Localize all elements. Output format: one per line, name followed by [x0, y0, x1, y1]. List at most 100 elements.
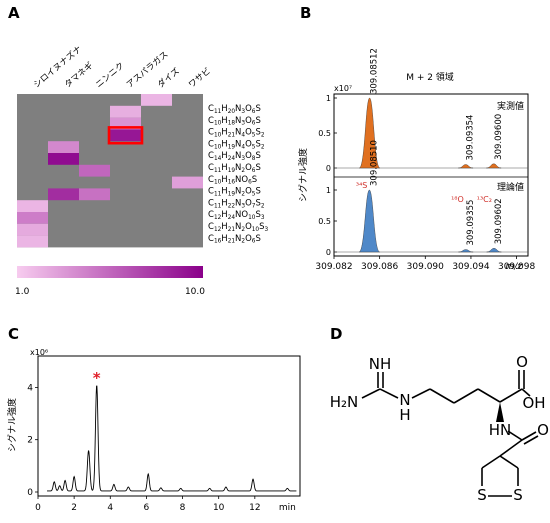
row-formula-label: C10H16NO6S — [208, 175, 257, 186]
atom-o-amide: O — [537, 421, 549, 439]
y-tick-label: 1 — [326, 186, 331, 195]
heatmap-cell — [110, 129, 141, 142]
measured-peak — [458, 164, 474, 169]
heatmap-cell — [172, 176, 203, 189]
chromatogram-frame — [37, 355, 301, 497]
theoretical-label: 理論値 — [497, 181, 524, 193]
row-formula-label: C12H24NO10S3 — [208, 210, 265, 221]
y-axis-label: シグナル強度 — [6, 398, 18, 452]
x-tick-label: 8 — [180, 503, 186, 513]
row-formula-label: C11H19N2O6S — [208, 163, 261, 174]
atom-s-right: S — [513, 486, 523, 504]
heatmap-cell — [79, 164, 110, 177]
heatmap-highlight-box — [107, 126, 144, 145]
x-tick-label: 309.094 — [452, 262, 489, 272]
panel-c-letter: C — [8, 325, 19, 343]
x-tick-label: 4 — [107, 503, 113, 513]
colorbar-min-label: 1.0 — [15, 287, 30, 297]
atom-hn-amide: HN — [489, 421, 512, 439]
y-tick-label: 0 — [27, 488, 33, 498]
heatmap-cell — [141, 94, 172, 106]
measured-peak — [359, 97, 381, 169]
heatmap-cell — [17, 212, 48, 224]
panel-b-letter: B — [300, 4, 311, 22]
peak-mz-label: 309.09355 — [466, 200, 476, 246]
row-formula-label: C16H21N2O6S — [208, 234, 261, 245]
heatmap-cell — [17, 200, 48, 212]
y-tick-label: 2 — [27, 436, 33, 446]
heatmap-cell — [17, 235, 48, 248]
atom-h: H — [399, 406, 410, 424]
colorbar — [17, 266, 203, 278]
atom-oh: OH — [522, 394, 545, 412]
x-tick-label: 0 — [35, 503, 41, 513]
column-label: ダイズ — [155, 65, 182, 90]
chromatogram-trace — [47, 385, 297, 492]
peak-mz-label: 309.09602 — [494, 198, 504, 244]
x-tick-label: 10 — [213, 503, 225, 513]
y-tick-label: 0.5 — [318, 129, 331, 138]
peak-mz-label: 309.09600 — [494, 114, 504, 160]
theoretical-peak — [458, 249, 474, 253]
panel-c-chromatogram: x10⁶ シグナル強度 0 2 4 0 2 4 6 8 10 12 min * — [6, 348, 301, 513]
isotope-label: ³⁴S — [356, 181, 368, 190]
x-tick-label: 6 — [144, 503, 150, 513]
peak-mz-label: 309.08510 — [369, 140, 379, 186]
atom-s-left: S — [477, 486, 487, 504]
y-tick-label: 1 — [326, 94, 331, 103]
row-formula-label: C11H19N2O5S — [208, 187, 261, 198]
y-exponent: x10⁶ — [30, 348, 48, 357]
row-formula-label: C10H18N3O6S — [208, 116, 261, 127]
column-label: ワサビ — [187, 66, 213, 90]
measured-peak — [486, 163, 502, 169]
peak-star-marker: * — [93, 369, 101, 387]
x-tick-label: 2 — [71, 503, 77, 513]
y-tick-label: 0 — [326, 164, 331, 173]
row-formula-label: C12H21N2O10S3 — [208, 222, 269, 233]
measured-label: 実測値 — [497, 100, 524, 112]
colorbar-max-label: 10.0 — [185, 287, 205, 297]
x-tick-label: 12 — [249, 503, 260, 513]
structure-bonds — [361, 370, 539, 497]
atom-h2n: H₂N — [330, 393, 359, 411]
x-tick-label: 309.098 — [498, 262, 535, 272]
panel-d-letter: D — [330, 325, 342, 343]
theoretical-peak — [486, 248, 502, 253]
panel-d-structure: NH H₂N N H O OH HN O S S — [330, 353, 549, 504]
y-tick-label: 0 — [326, 248, 331, 257]
atom-nh-imine: NH — [369, 355, 392, 373]
x-tick-label: 309.086 — [361, 262, 398, 272]
y-tick-label: 4 — [27, 383, 33, 393]
row-formula-label: C10H21N4O5S2 — [208, 128, 265, 139]
row-formula-label: C11H22N3O7S2 — [208, 198, 265, 209]
row-formula-label: C11H20N3O6S — [208, 104, 261, 115]
heatmap-cell — [48, 188, 79, 201]
isotope-label: ¹³C₂ — [477, 195, 492, 204]
theoretical-peak — [358, 189, 380, 253]
spectrum-frame — [333, 93, 529, 257]
x-tick-label: 309.082 — [315, 262, 352, 272]
heatmap-cell — [110, 105, 141, 118]
heatmap-cell — [48, 153, 79, 165]
x-tick-label: 309.090 — [407, 262, 444, 272]
region-title: M + 2 領域 — [406, 71, 454, 83]
row-formula-label: C10H19N4O5S2 — [208, 139, 265, 150]
heatmap-cell — [110, 117, 141, 130]
y-axis-label: シグナル強度 — [297, 148, 309, 202]
row-formula-label: C14H24N3O8S — [208, 151, 261, 162]
x-unit-label: min — [279, 503, 296, 513]
atom-n: N — [399, 391, 410, 409]
atom-o-carboxyl: O — [516, 353, 528, 371]
y-exponent: x10⁷ — [334, 84, 352, 93]
isotope-label: ¹⁸O — [451, 195, 464, 204]
panel-a-letter: A — [8, 4, 20, 22]
peak-mz-label: 309.09354 — [466, 115, 476, 161]
y-tick-label: 0.5 — [318, 217, 331, 226]
heatmap-cell — [48, 141, 79, 153]
x-axis-label: m/z — [505, 262, 522, 272]
panel-b-mass-spectrum: M + 2 領域 x10⁷ シグナル強度 1 0.5 0 1 0.5 0 309.082 309.0… — [297, 48, 535, 272]
peak-mz-label: 309.08512 — [370, 48, 380, 94]
column-label: ニンニク — [94, 61, 126, 91]
